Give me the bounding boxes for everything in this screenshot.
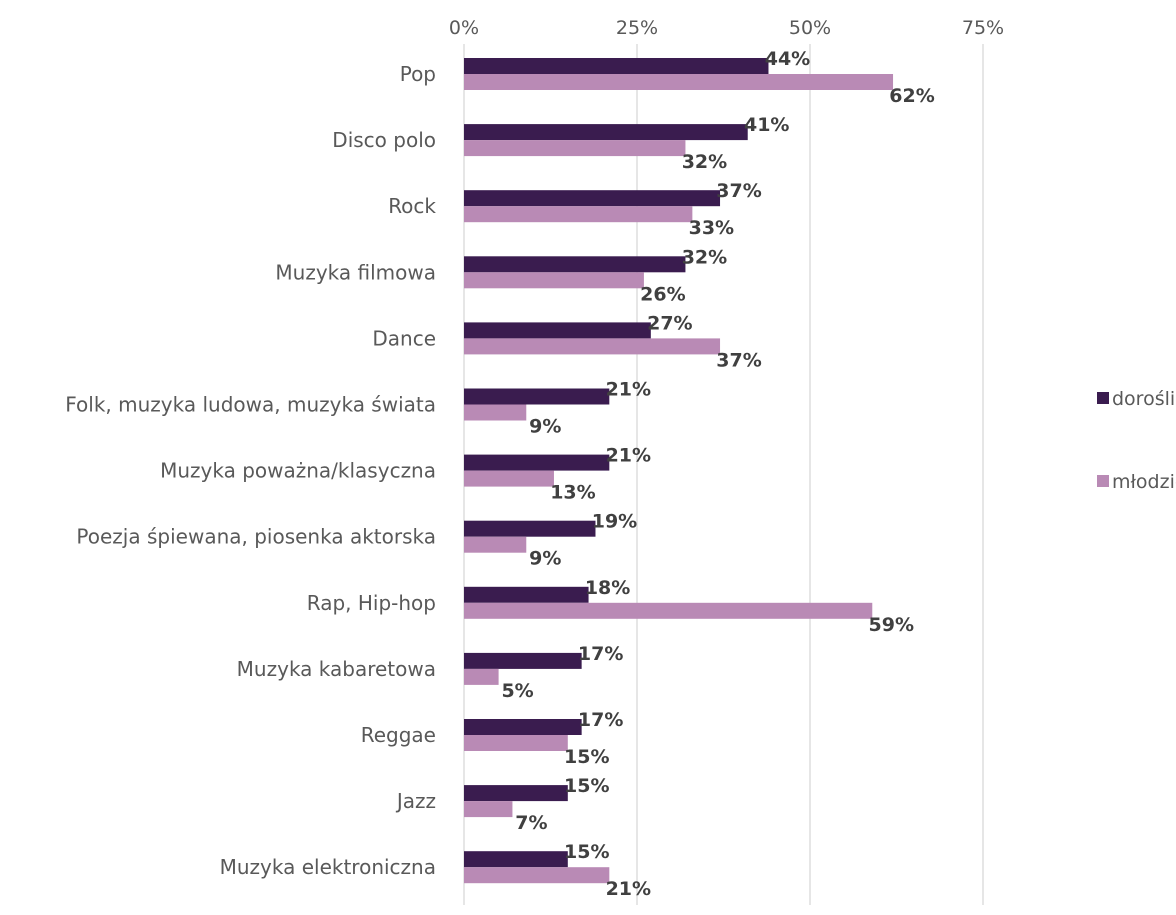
bar-mlodziez xyxy=(464,867,610,884)
category-label: Muzyka poważna/klasyczna xyxy=(160,459,436,483)
data-label: 37% xyxy=(716,180,761,202)
data-label: 21% xyxy=(606,878,651,900)
data-label: 21% xyxy=(606,445,651,467)
bar-mlodziez xyxy=(464,74,894,90)
bar-dorosli xyxy=(464,454,610,471)
data-label: 5% xyxy=(501,680,533,702)
category-label: Rap, Hip-hop xyxy=(307,591,436,615)
category-label: Pop xyxy=(400,62,436,86)
tick-label: 50% xyxy=(789,17,831,39)
data-label: 17% xyxy=(578,709,623,731)
data-label: 17% xyxy=(578,643,623,665)
bar-dorosli xyxy=(464,388,610,405)
data-label: 59% xyxy=(869,614,914,636)
bar-mlodziez xyxy=(464,272,644,289)
category-label: Muzyka filmowa xyxy=(275,260,436,284)
bar-dorosli xyxy=(464,520,596,537)
category-labels: Pop Disco polo Rock Muzyka filmowa Dance Folk… xyxy=(65,62,436,879)
bar-dorosli xyxy=(464,58,769,74)
category-label: Muzyka kabaretowa xyxy=(237,657,436,681)
bar-mlodziez xyxy=(464,404,527,421)
bar-mlodziez xyxy=(464,140,686,157)
bar-dorosli xyxy=(464,256,686,273)
category-label: Reggae xyxy=(361,723,436,747)
tick-label: 25% xyxy=(616,17,658,39)
data-labels: 44% 62% 41% 32% 37% 33% 32% 26% 27% 37% 21% 9% 21% 13… xyxy=(501,48,934,900)
tick-label: 75% xyxy=(962,17,1004,39)
data-label: 7% xyxy=(515,812,547,834)
data-label: 19% xyxy=(592,511,637,533)
category-label: Disco polo xyxy=(332,128,436,152)
data-label: 15% xyxy=(564,841,609,863)
category-label: Muzyka elektroniczna xyxy=(220,855,436,879)
bar-mlodziez xyxy=(464,668,499,685)
data-label: 33% xyxy=(689,217,734,239)
legend-label: młodzież xyxy=(1112,471,1176,493)
data-label: 37% xyxy=(716,349,761,371)
legend-swatch xyxy=(1097,475,1109,487)
category-label: Poezja śpiewana, piosenka aktorska xyxy=(76,525,436,549)
legend-label: dorośli xyxy=(1112,388,1175,410)
bar-dorosli xyxy=(464,586,589,603)
bar-dorosli xyxy=(464,851,568,868)
bar-mlodziez xyxy=(464,206,693,223)
category-label: Rock xyxy=(388,194,436,218)
bar-mlodziez xyxy=(464,536,527,553)
data-label: 15% xyxy=(564,746,609,768)
bar-mlodziez xyxy=(464,801,513,818)
bar-dorosli xyxy=(464,190,721,207)
bar-mlodziez xyxy=(464,602,873,619)
bar-dorosli xyxy=(464,322,651,339)
data-label: 21% xyxy=(606,379,651,401)
legend-swatch xyxy=(1097,392,1109,404)
bar-mlodziez xyxy=(464,470,554,487)
legend: dorośli młodzież xyxy=(1097,388,1176,493)
bars xyxy=(464,58,894,884)
data-label: 32% xyxy=(682,246,727,268)
bar-dorosli xyxy=(464,652,582,669)
data-label: 44% xyxy=(765,48,810,70)
data-label: 32% xyxy=(682,151,727,173)
data-label: 27% xyxy=(647,312,692,334)
category-label: Jazz xyxy=(395,789,436,813)
data-label: 41% xyxy=(744,114,789,136)
category-label: Dance xyxy=(372,326,436,350)
tick-label: 0% xyxy=(449,17,479,39)
data-label: 26% xyxy=(640,283,685,305)
category-label: Folk, muzyka ludowa, muzyka świata xyxy=(65,393,436,417)
bar-mlodziez xyxy=(464,338,721,355)
data-label: 15% xyxy=(564,775,609,797)
tick-labels: 0% 25% 50% 75% xyxy=(449,17,1004,39)
data-label: 9% xyxy=(529,416,561,438)
bar-dorosli xyxy=(464,719,582,735)
data-label: 18% xyxy=(585,577,630,599)
data-label: 62% xyxy=(889,85,934,107)
data-label: 9% xyxy=(529,548,561,570)
bar-mlodziez xyxy=(464,735,568,751)
bar-dorosli xyxy=(464,124,748,141)
bar-dorosli xyxy=(464,785,568,802)
data-label: 13% xyxy=(550,482,595,504)
